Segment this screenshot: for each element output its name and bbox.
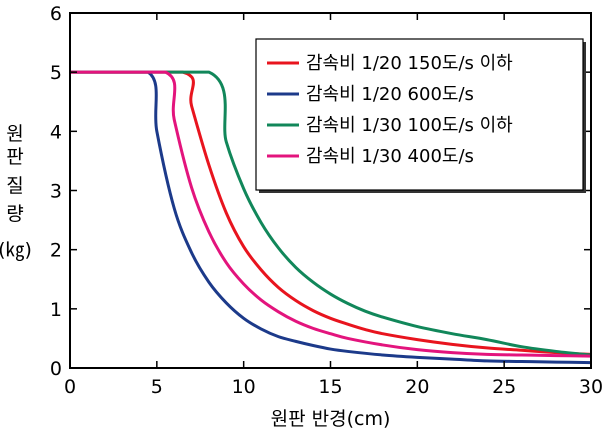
y-tick-label: 0 [50, 358, 62, 380]
y-tick-label: 2 [50, 240, 62, 262]
y-axis-title-char: 질 [6, 175, 23, 197]
y-axis-title-char: 판 [6, 146, 23, 168]
x-tick-label: 10 [232, 376, 256, 398]
x-tick-label: 20 [405, 376, 429, 398]
x-tick-label: 0 [64, 376, 76, 398]
x-tick-label: 25 [492, 376, 516, 398]
y-axis-title-char: 원 [6, 123, 23, 145]
y-axis-title-char: 량 [6, 203, 23, 225]
y-axis-title-char: (㎏) [0, 239, 32, 261]
y-tick-label: 5 [50, 62, 62, 84]
x-tick-label: 5 [151, 376, 163, 398]
series-line-1 [70, 70, 592, 356]
legend-label: 감속비 1/30 100도/s 이하 [306, 115, 513, 136]
legend-label: 감속비 1/20 600도/s [306, 84, 474, 105]
y-tick-label: 4 [50, 121, 62, 143]
y-tick-label: 3 [50, 181, 62, 203]
x-tick-label: 15 [318, 376, 342, 398]
x-axis-title: 원판 반경(cm) [271, 408, 391, 430]
axes-layer: 0 5 10 15 20 25 30 0 1 2 3 4 5 6 [50, 3, 603, 398]
series-line-2 [70, 70, 592, 365]
y-tick-label: 1 [50, 299, 62, 321]
y-tick-label: 6 [50, 3, 62, 25]
series-line-4 [70, 70, 592, 358]
series-line-3 [70, 70, 592, 357]
x-tick-label: 30 [579, 376, 603, 398]
legend-label: 감속비 1/30 400도/s [306, 146, 474, 167]
legend-box [255, 38, 584, 191]
series-layer [70, 70, 592, 365]
legend-label: 감속비 1/20 150도/s 이하 [306, 53, 513, 74]
